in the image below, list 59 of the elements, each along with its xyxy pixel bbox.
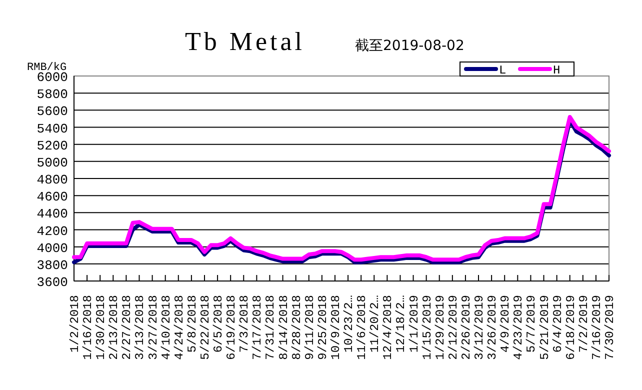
y-tick-label: 4800 bbox=[36, 172, 68, 188]
x-tick-label: 1/30/2018 bbox=[94, 295, 108, 360]
x-tick-label: 7/30/2019 bbox=[603, 295, 617, 360]
x-tick-label: 5/22/2018 bbox=[198, 295, 212, 360]
x-tick-label: 7/3/2018 bbox=[238, 295, 252, 353]
x-tick-label: 4/23/2019 bbox=[512, 295, 526, 360]
y-tick-label: 5000 bbox=[36, 155, 68, 170]
x-tick-label: 2/12/2019 bbox=[446, 295, 460, 360]
y-tick-label: 5200 bbox=[36, 138, 68, 154]
x-tick-label: 3/13/2018 bbox=[133, 295, 148, 360]
x-tick-label: 3/26/2019 bbox=[486, 295, 500, 360]
x-tick-label: 1/29/2019 bbox=[433, 295, 448, 360]
x-tick-label: 11/6/2018 bbox=[355, 295, 370, 360]
y-tick-label: 4000 bbox=[36, 240, 68, 256]
x-tick-label: 10/9/2018 bbox=[328, 295, 343, 360]
x-tick-label: 1/15/2019 bbox=[420, 295, 434, 360]
y-tick-label: 5600 bbox=[36, 104, 68, 120]
x-tick-label: 7/31/2018 bbox=[264, 295, 278, 360]
x-tick-label: 4/9/2019 bbox=[498, 295, 513, 353]
x-tick-label: 12/18/2… bbox=[394, 295, 408, 353]
legend-label: L bbox=[499, 64, 506, 78]
x-tick-label: 4/24/2018 bbox=[172, 295, 186, 360]
x-tick-label: 1/16/2018 bbox=[81, 295, 96, 360]
x-tick-label: 6/19/2018 bbox=[224, 295, 239, 360]
x-tick-label: 9/11/2018 bbox=[302, 295, 317, 360]
x-tick-label: 3/12/2019 bbox=[472, 295, 487, 360]
y-tick-label: 5400 bbox=[36, 121, 68, 136]
y-tick-label: 6000 bbox=[36, 70, 68, 85]
x-tick-label: 12/4/2018 bbox=[381, 295, 396, 360]
x-tick-label: 7/2/2019 bbox=[576, 295, 591, 353]
chart-title: Tb Metal bbox=[184, 27, 306, 56]
x-tick-label: 6/4/2019 bbox=[550, 295, 565, 353]
x-tick-label: 11/20/2… bbox=[368, 295, 382, 353]
x-tick-label: 4/10/2018 bbox=[159, 295, 174, 360]
x-tick-label: 10/23/2… bbox=[342, 295, 356, 353]
y-tick-label: 4400 bbox=[36, 206, 68, 222]
y-tick-label: 4200 bbox=[36, 224, 68, 239]
x-tick-label: 5/7/2019 bbox=[524, 295, 539, 353]
y-tick-label: 3600 bbox=[36, 275, 68, 290]
x-tick-label: 8/28/2018 bbox=[290, 295, 304, 360]
x-tick-label: 1/1/2019 bbox=[407, 295, 422, 353]
chart-subtitle: 截至2019-08-02 bbox=[355, 38, 464, 54]
x-tick-label: 1/2/2018 bbox=[68, 295, 82, 353]
x-tick-label: 2/26/2019 bbox=[459, 295, 474, 360]
x-tick-label: 7/16/2019 bbox=[590, 295, 604, 360]
y-tick-label: 3800 bbox=[36, 258, 68, 273]
y-tick-label: 5800 bbox=[36, 87, 68, 102]
x-tick-label: 2/13/2018 bbox=[107, 295, 122, 360]
x-tick-label: 5/21/2019 bbox=[538, 295, 552, 360]
y-tick-label: 4600 bbox=[36, 190, 68, 205]
x-tick-label: 3/27/2018 bbox=[146, 295, 160, 360]
legend-label: H bbox=[553, 64, 560, 78]
x-tick-label: 9/25/2018 bbox=[316, 295, 330, 360]
x-tick-label: 2/27/2018 bbox=[120, 295, 134, 360]
x-tick-label: 8/14/2018 bbox=[276, 295, 291, 360]
x-tick-label: 6/18/2019 bbox=[564, 295, 578, 360]
x-tick-label: 5/8/2018 bbox=[185, 295, 200, 353]
x-tick-label: 6/5/2018 bbox=[212, 295, 226, 353]
x-tick-label: 7/17/2018 bbox=[250, 295, 265, 360]
